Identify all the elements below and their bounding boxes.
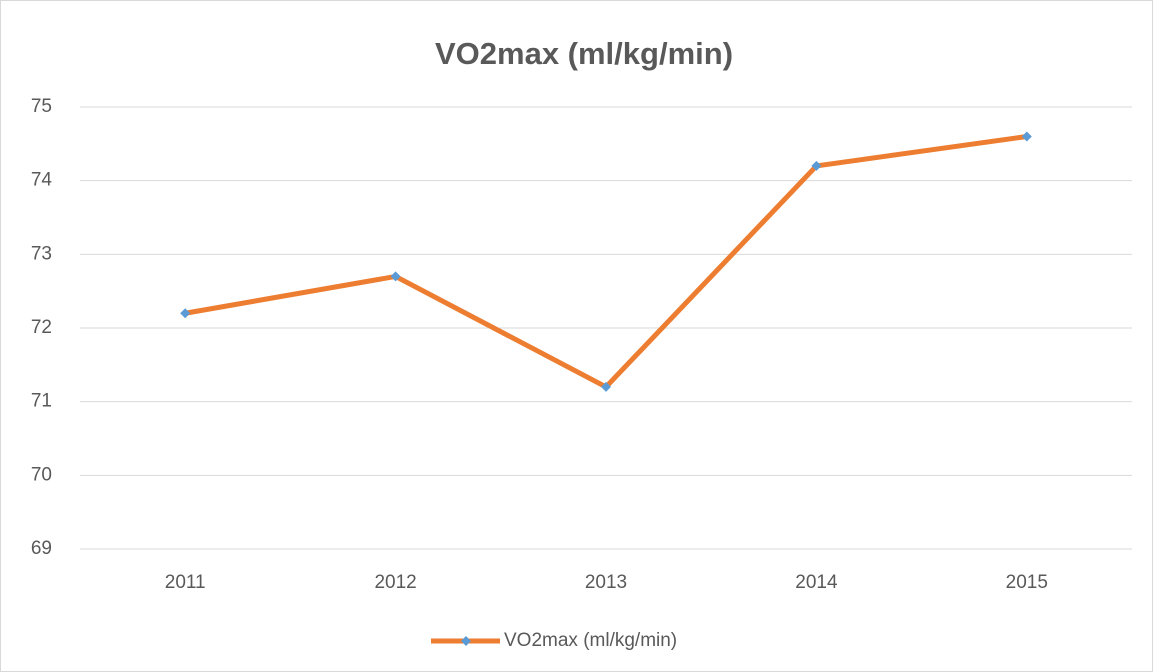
- y-tick-label: 70: [31, 464, 52, 485]
- data-point: [180, 308, 191, 319]
- data-point: [601, 381, 611, 392]
- y-tick-label: 69: [31, 538, 52, 559]
- x-tick-label: 2015: [1006, 572, 1048, 593]
- y-tick-label: 75: [31, 96, 52, 117]
- legend-marker: [461, 636, 471, 646]
- data-point: [811, 160, 822, 171]
- x-tick-label: 2014: [795, 572, 838, 593]
- y-tick-label: 71: [31, 391, 52, 412]
- y-tick-label: 74: [31, 170, 53, 191]
- x-tick-label: 2011: [165, 572, 206, 593]
- data-point: [390, 271, 401, 282]
- x-tick-label: 2012: [374, 572, 416, 593]
- data-point: [1021, 131, 1032, 142]
- chart-title: VO2max (ml/kg/min): [435, 36, 733, 71]
- y-tick-label: 73: [31, 243, 52, 264]
- legend-label: VO2max (ml/kg/min): [504, 630, 677, 651]
- y-tick-label: 72: [31, 317, 52, 338]
- x-tick-label: 2013: [585, 572, 627, 593]
